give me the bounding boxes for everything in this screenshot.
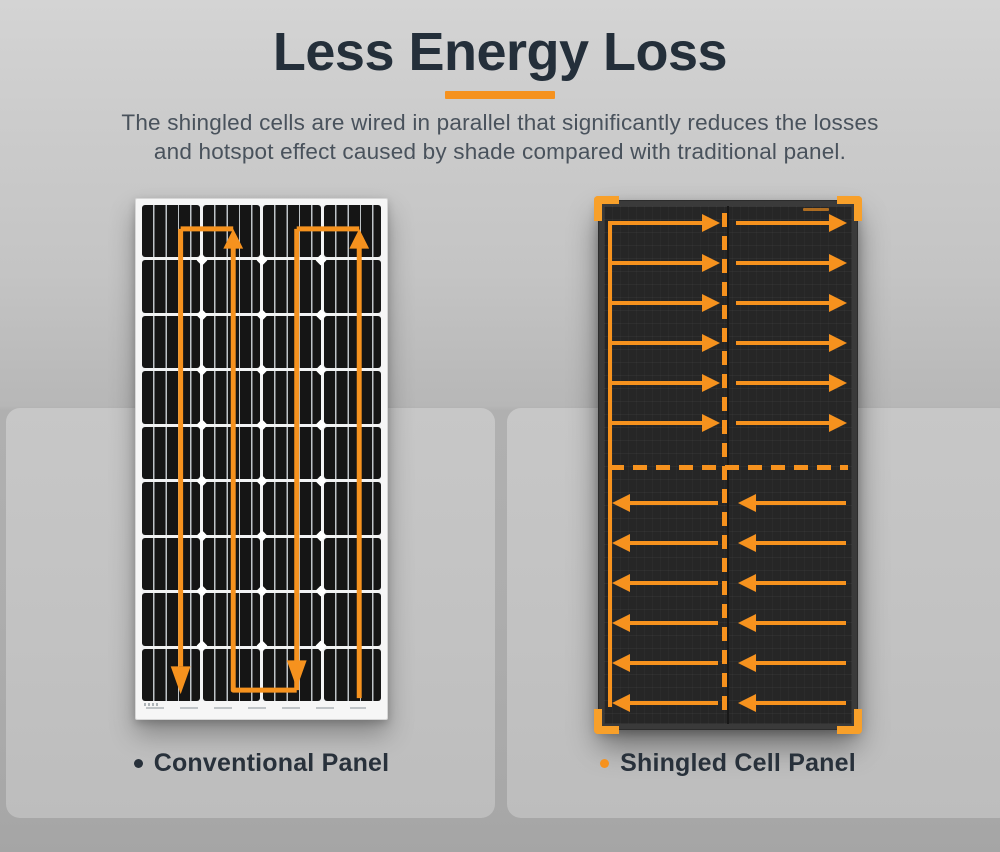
title-underline-accent: [445, 91, 555, 100]
solar-cell: [202, 426, 260, 480]
conventional-panel-illustration: [135, 198, 388, 720]
solar-cell: [142, 648, 200, 701]
conventional-panel-label: Conventional Panel: [133, 749, 390, 778]
solar-cell: [142, 482, 200, 535]
solar-cell: [202, 205, 260, 258]
solar-cell: [202, 315, 260, 369]
solar-cell: [323, 426, 381, 480]
left-busbar-line: [608, 221, 612, 707]
solar-cell: [323, 371, 381, 424]
solar-cell: [142, 593, 200, 646]
page-title: Less Energy Loss: [272, 22, 728, 82]
solar-cell: [263, 482, 321, 535]
solar-cell: [202, 260, 260, 313]
solar-cell: [323, 648, 381, 701]
solar-cell: [263, 205, 321, 258]
panel-certification-strip: [142, 702, 381, 714]
solar-cell: [202, 537, 260, 591]
solar-cell: [263, 260, 321, 313]
solar-cell: [263, 371, 321, 424]
solar-cell: [263, 426, 321, 480]
bullet-dot: [600, 759, 610, 768]
brand-mark: [803, 208, 829, 211]
solar-cell: [323, 315, 381, 369]
subtitle-line-2: and hotspot effect caused by shade compa…: [153, 138, 847, 164]
solar-cell: [142, 315, 200, 369]
solar-cell: [323, 593, 381, 646]
label-text: Shingled Cell Panel: [620, 749, 856, 777]
solar-cell: [142, 260, 200, 313]
corner-bracket-bottom-left: [594, 709, 619, 734]
corner-bracket-top-right: [837, 196, 862, 221]
solar-cell: [263, 648, 321, 701]
subtitle-line-1: The shingled cells are wired in parallel…: [121, 110, 879, 136]
shingled-panel-illustration: [594, 196, 862, 734]
solar-cell: [263, 537, 321, 591]
solar-cell: [142, 205, 200, 258]
solar-cell-grid: [142, 205, 381, 701]
solar-cell: [323, 482, 381, 535]
solar-cell: [323, 537, 381, 591]
solar-cell: [202, 371, 260, 424]
header: Less Energy Loss The shingled cells are …: [0, 0, 1000, 166]
shingled-panel-label: Shingled Cell Panel: [598, 749, 858, 778]
corner-bracket-bottom-right: [837, 709, 862, 734]
label-text: Conventional Panel: [153, 749, 390, 777]
solar-cell: [323, 205, 381, 258]
solar-cell: [323, 260, 381, 313]
solar-cell: [202, 482, 260, 535]
solar-cell: [202, 593, 260, 646]
middle-dashed-divider: [610, 465, 848, 470]
solar-cell: [142, 426, 200, 480]
solar-cell: [142, 371, 200, 424]
corner-bracket-top-left: [594, 196, 619, 221]
solar-cell: [202, 648, 260, 701]
bullet-dot: [133, 759, 143, 768]
solar-cell: [263, 315, 321, 369]
solar-cell: [263, 593, 321, 646]
solar-cell: [142, 537, 200, 591]
